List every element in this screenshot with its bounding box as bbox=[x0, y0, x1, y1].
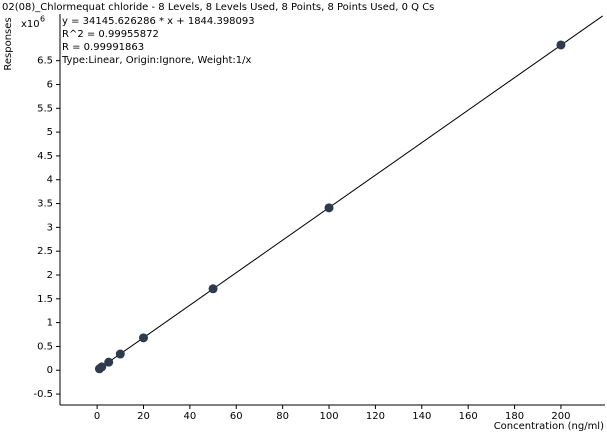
y-tick-label: -0.5 bbox=[33, 389, 53, 400]
y-tick-label: 3.5 bbox=[37, 199, 53, 210]
annotation: y = 34145.626286 * x + 1844.398093 bbox=[62, 16, 255, 27]
x-tick-label: 20 bbox=[137, 411, 150, 422]
annotation: R^2 = 0.99955872 bbox=[62, 29, 159, 40]
x-tick-label: 200 bbox=[551, 411, 570, 422]
x-tick-label: 40 bbox=[184, 411, 197, 422]
data-point bbox=[324, 203, 334, 213]
y-tick-label: 5 bbox=[47, 127, 53, 138]
y-tick-label: 6.5 bbox=[37, 56, 53, 67]
x-tick-label: 160 bbox=[459, 411, 478, 422]
x-tick-label: 180 bbox=[505, 411, 524, 422]
y-tick-label: 1.5 bbox=[37, 294, 53, 305]
y-axis-label: Responses bbox=[3, 17, 14, 70]
x-tick-label: 120 bbox=[366, 411, 385, 422]
x-tick-label: 80 bbox=[276, 411, 289, 422]
data-point bbox=[104, 357, 114, 367]
data-point bbox=[208, 284, 218, 294]
data-point bbox=[115, 349, 125, 359]
chart-title: 02(08)_Chlormequat chloride - 8 Levels, … bbox=[2, 2, 434, 13]
x-axis-label: Concentration (ng/ml) bbox=[494, 421, 604, 432]
annotation: Type:Linear, Origin:Ignore, Weight:1/x bbox=[61, 55, 251, 66]
x-tick-label: 60 bbox=[230, 411, 243, 422]
y-tick-label: 0.5 bbox=[37, 341, 53, 352]
y-tick-label: 3 bbox=[47, 222, 53, 233]
fit-line bbox=[96, 15, 603, 371]
data-point bbox=[556, 40, 566, 50]
x-tick-label: 100 bbox=[319, 411, 338, 422]
data-point bbox=[97, 362, 107, 372]
data-point bbox=[138, 333, 148, 343]
y-multiplier-exponent: 6 bbox=[40, 15, 45, 24]
x-tick-label: 0 bbox=[94, 411, 100, 422]
x-tick-label: 140 bbox=[412, 411, 431, 422]
y-tick-label: 0 bbox=[47, 365, 53, 376]
y-tick-label: 2.5 bbox=[37, 246, 53, 257]
y-tick-label: 1 bbox=[47, 318, 53, 329]
y-tick-label: 4.5 bbox=[37, 151, 53, 162]
y-tick-label: 5.5 bbox=[37, 103, 53, 114]
y-tick-label: 2 bbox=[47, 270, 53, 281]
y-multiplier: x10 bbox=[21, 19, 40, 30]
annotation: R = 0.99991863 bbox=[62, 42, 144, 53]
y-tick-label: 4 bbox=[47, 175, 53, 186]
y-tick-label: 6 bbox=[47, 79, 53, 90]
